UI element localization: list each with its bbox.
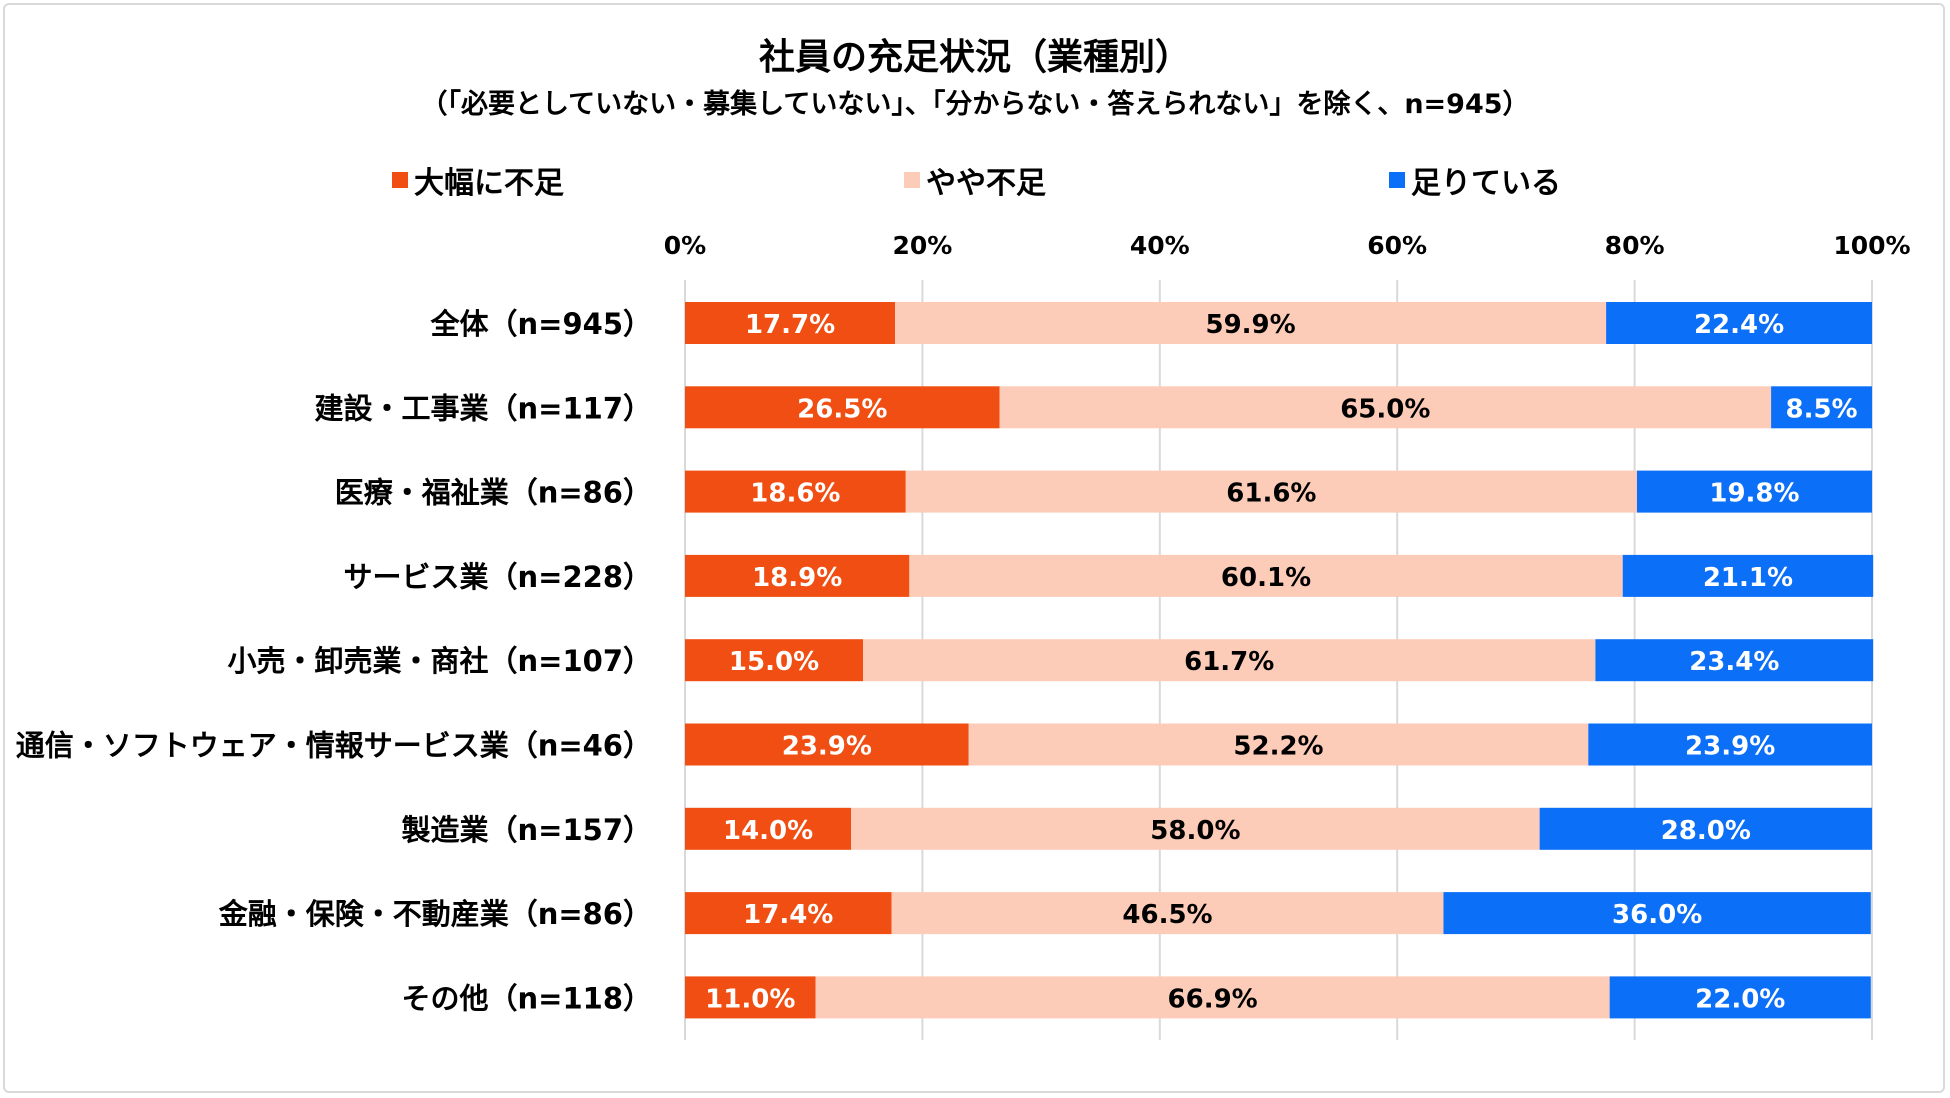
bar-segment [685,470,906,513]
bar-segment [1443,892,1871,935]
category-label: 全体（n=945） [430,307,652,341]
bar-segment [1609,976,1871,1019]
chart-title: 社員の充足状況（業種別） [758,37,1191,78]
category-label: 通信・ソフトウェア・情報サービス業（n=46） [16,729,652,763]
data-label: 23.9% [782,732,872,762]
data-label: 17.7% [745,310,835,340]
x-tick-label: 60% [1367,231,1427,260]
category-label: その他（n=118） [402,981,652,1015]
chart-legend: 大幅に不足 やや不足 足りている [0,158,1950,201]
category-label: サービス業（n=228） [344,560,652,594]
bar-segment [1636,470,1872,513]
x-tick-label: 100% [1833,231,1910,260]
data-label: 17.4% [743,900,833,930]
category-label: 小売・卸売業・商社（n=107） [228,644,652,678]
data-label: 36.0% [1612,900,1702,930]
bar-segment [851,807,1540,850]
legend-item-sufficient: 足りている [1389,158,1561,202]
category-label: 製造業（n=157） [402,813,652,847]
x-tick-label: 0% [664,231,706,260]
bar-segment [1595,639,1874,682]
data-label: 15.0% [729,647,819,677]
bar-segment [685,639,864,682]
bar-segment [891,892,1444,935]
bar-segment [863,639,1596,682]
category-label: 医療・福祉業（n=86） [335,476,652,510]
bar-segment [1606,302,1872,344]
data-label: 28.0% [1661,816,1751,846]
x-tick-label: 20% [892,231,952,260]
data-label: 46.5% [1122,900,1212,930]
legend-item-slight-shortage: やや不足 [904,158,1046,202]
data-label: 19.8% [1709,479,1799,509]
legend-label-slight-shortage: やや不足 [926,166,1046,201]
bar-segment [685,386,1000,429]
bar-segment [895,302,1607,344]
category-label: 金融・保険・不動産業（n=86） [218,897,652,931]
data-label: 11.0% [705,984,795,1014]
bar-segment [1622,554,1874,597]
bar-segment [685,892,892,935]
legend-swatch-slight-shortage [904,172,920,188]
data-label: 61.6% [1226,479,1316,509]
data-label: 22.4% [1694,310,1784,340]
data-label: 18.9% [752,563,842,593]
bar-segment [685,723,969,766]
data-label: 23.9% [1685,732,1775,762]
bar-segment [685,302,896,344]
legend-swatch-severe-shortage [392,172,408,188]
bar-segment [909,554,1623,597]
legend-swatch-sufficient [1389,172,1405,188]
category-label: 建設・工事業（n=117） [315,391,652,425]
bar-segment [1771,386,1872,429]
data-label: 61.7% [1184,647,1274,677]
data-label: 66.9% [1168,984,1258,1014]
bar-segment [1588,723,1872,766]
bar-segment [815,976,1610,1019]
legend-label-severe-shortage: 大幅に不足 [414,166,564,201]
bar-segment [968,723,1589,766]
bar-segment [685,554,910,597]
data-label: 59.9% [1206,310,1296,340]
data-label: 22.0% [1695,984,1785,1014]
data-label: 26.5% [797,394,887,424]
data-label: 58.0% [1150,816,1240,846]
data-label: 14.0% [723,816,813,846]
bar-segment [685,976,816,1019]
bar-segment [905,470,1637,513]
data-label: 23.4% [1689,647,1779,677]
legend-label-sufficient: 足りている [1411,166,1561,201]
data-label: 65.0% [1340,394,1430,424]
chart-subtitle: （「必要としていない・募集していない」、「分からない・答えられない」を除く、n=… [420,89,1530,120]
bar-segment [685,807,852,850]
data-label: 52.2% [1233,732,1323,762]
data-label: 60.1% [1221,563,1311,593]
bar-segment [1539,807,1872,850]
x-tick-label: 40% [1130,231,1190,260]
legend-item-severe-shortage: 大幅に不足 [392,158,564,202]
bar-segment [999,386,1772,429]
x-tick-label: 80% [1605,231,1665,260]
data-label: 21.1% [1703,563,1793,593]
data-label: 18.6% [750,479,840,509]
data-label: 8.5% [1785,394,1857,424]
